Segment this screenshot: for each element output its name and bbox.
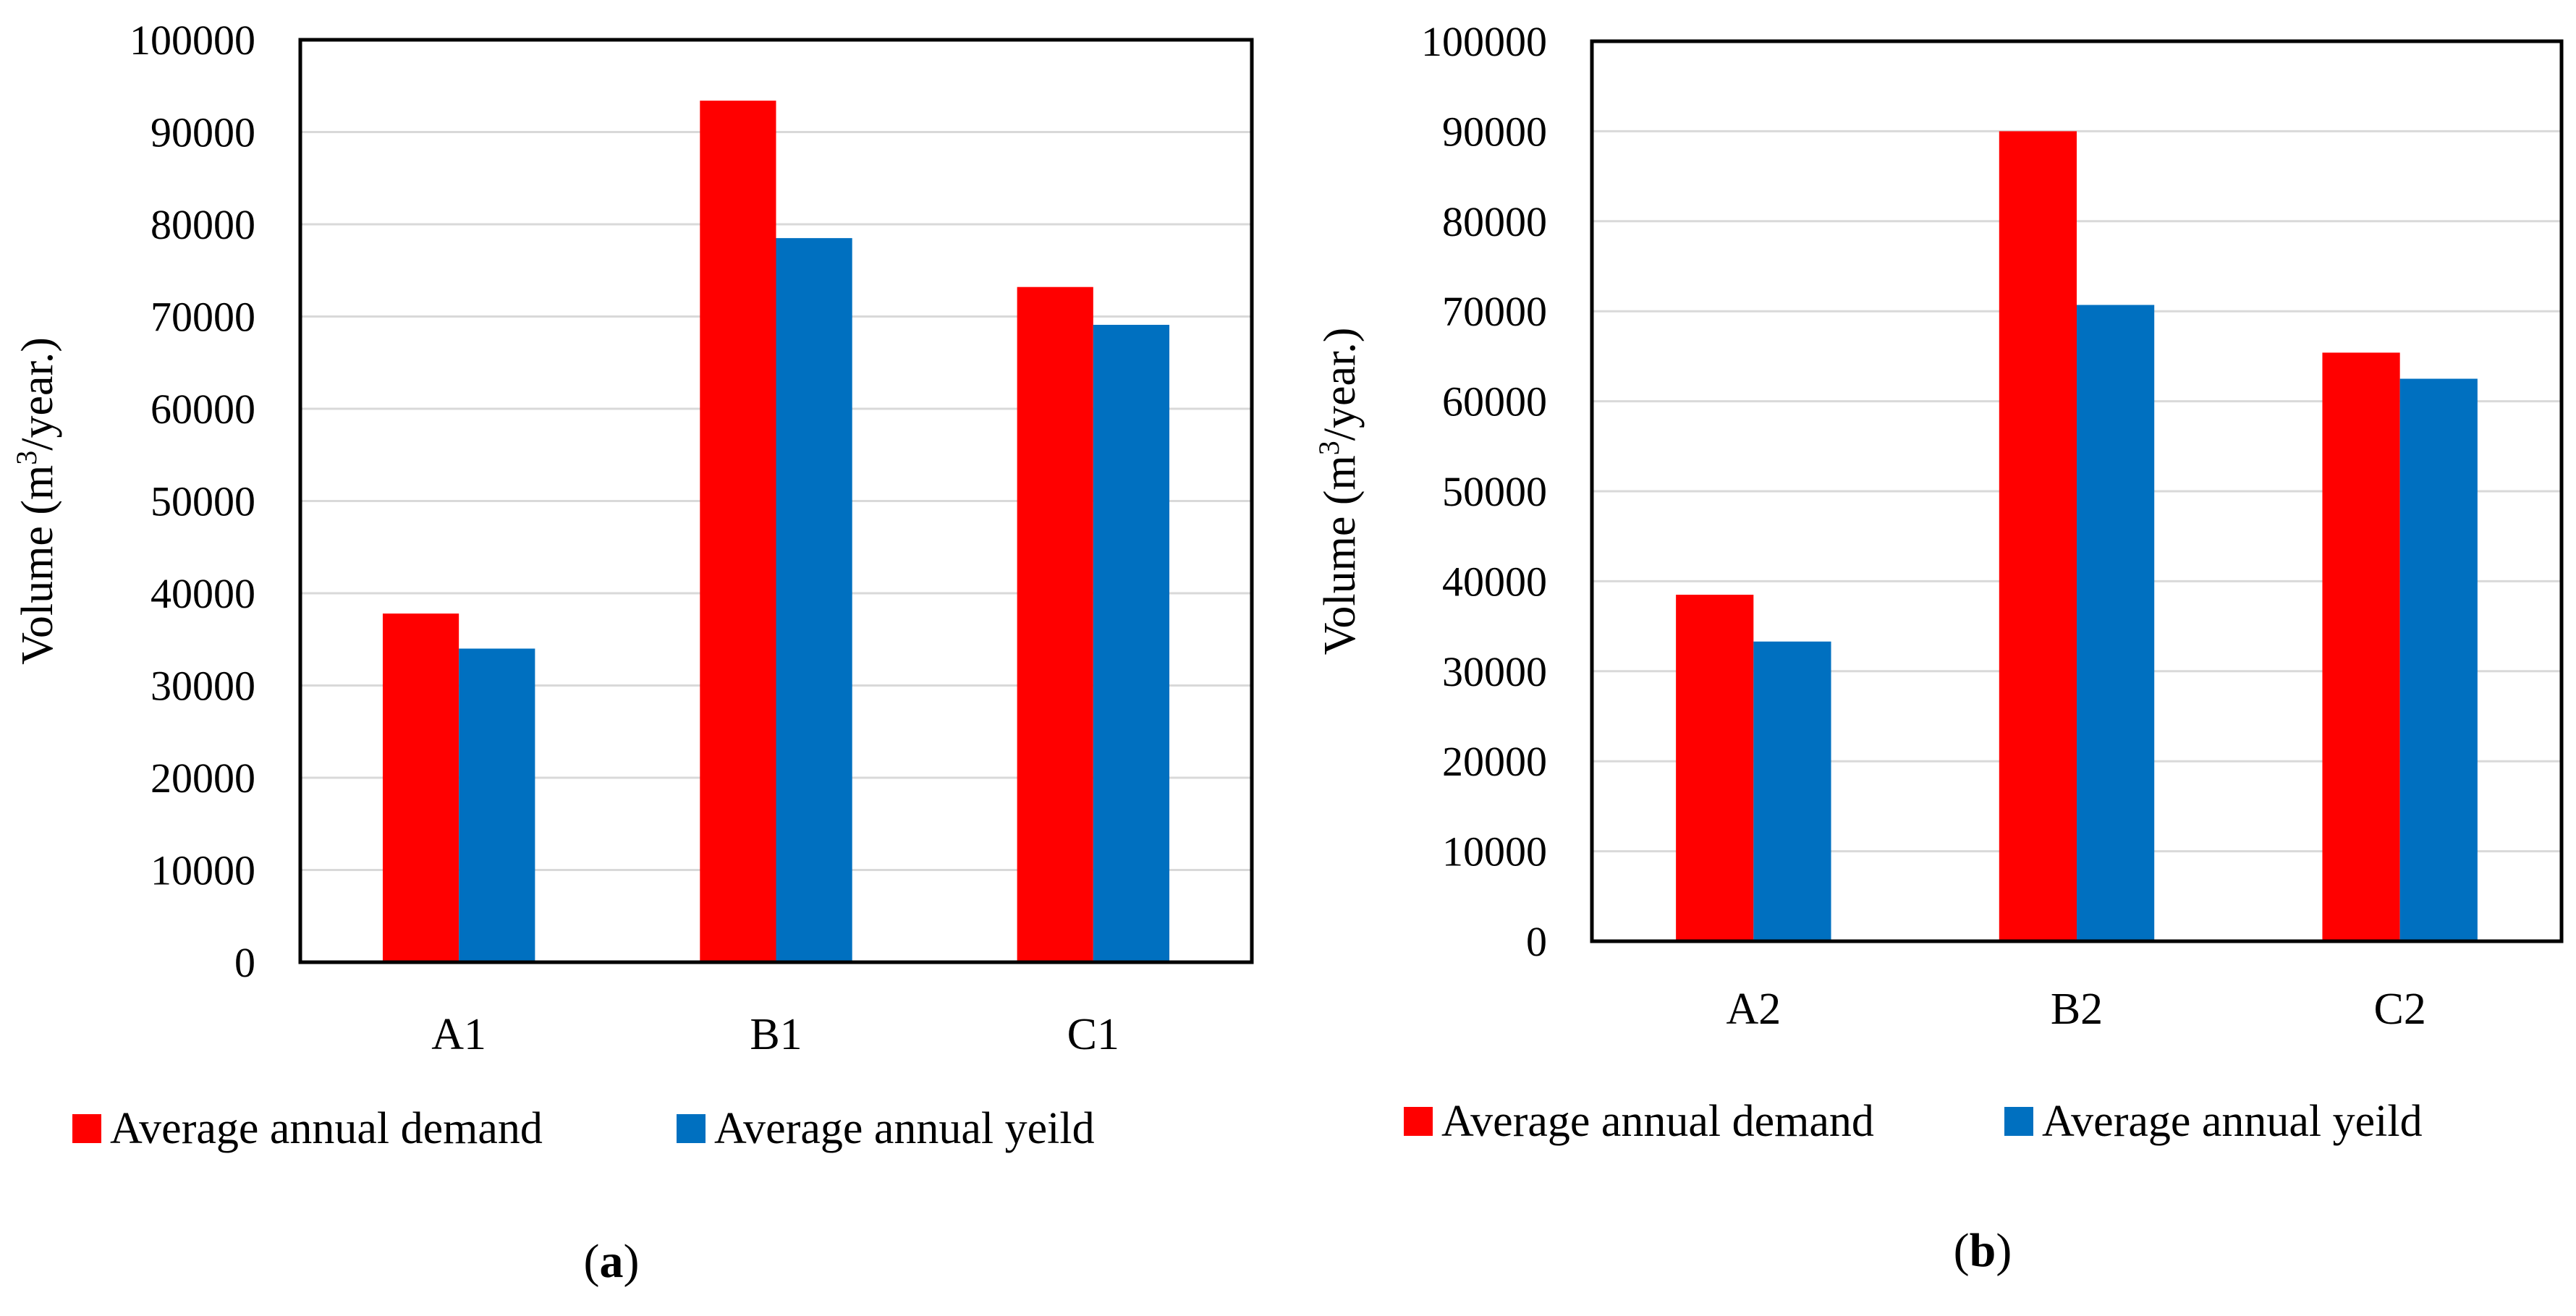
y-tick-label: 60000 (151, 386, 255, 433)
y-tick-label: 70000 (1442, 288, 1547, 335)
bar-demand-B2 (1999, 131, 2077, 941)
y-tick-label: 0 (234, 939, 255, 986)
y-tick-label: 50000 (1442, 468, 1547, 515)
x-tick-label: B2 (2051, 985, 2103, 1034)
legend-swatch-yield (677, 1114, 706, 1143)
panel-label: (a) (584, 1235, 640, 1288)
plot-area-border (298, 38, 1254, 964)
y-tick-label: 100000 (130, 17, 255, 64)
x-tick-label: C2 (2373, 985, 2425, 1034)
y-tick-label: 90000 (151, 109, 255, 156)
bar-yield-A2 (1753, 641, 1831, 941)
legend-label-demand: Average annual demand (1441, 1097, 1874, 1146)
bar-yield-B2 (2077, 305, 2155, 941)
y-tick-label: 90000 (1442, 108, 1547, 155)
x-tick-label: C1 (1067, 1010, 1119, 1059)
y-tick-label: 20000 (1442, 738, 1547, 785)
y-tick-label: 70000 (151, 294, 255, 341)
bar-yield-C1 (1093, 324, 1170, 963)
y-tick-label: 80000 (1442, 198, 1547, 245)
bar-demand-C1 (1017, 286, 1093, 962)
panel-label: (b) (1954, 1224, 2012, 1277)
plot-area-border (1590, 39, 2564, 943)
y-axis-label: Volume (m3/year.) (1313, 328, 1365, 655)
legend-label-demand: Average annual demand (110, 1104, 543, 1153)
y-tick-label: 20000 (151, 755, 255, 802)
y-tick-label: 30000 (1442, 648, 1547, 695)
legend-label-yield: Average annual yeild (2042, 1097, 2423, 1146)
legend-swatch-demand (72, 1114, 101, 1143)
bar-demand-A1 (382, 614, 459, 962)
chart-panel-a: A1 B1 C1 0 10000 20000 30000 40000 50000 60000 700… (10, 17, 1254, 1288)
y-axis-label: Volume (m3/year.) (10, 337, 62, 665)
y-tick-label: 30000 (151, 663, 255, 710)
bar-demand-B1 (700, 101, 776, 962)
bar-demand-A2 (1676, 595, 1754, 941)
x-tick-label: B1 (750, 1010, 802, 1059)
y-tick-label: 0 (1526, 918, 1547, 965)
bar-demand-C2 (2322, 352, 2400, 941)
y-tick-label: 50000 (151, 478, 255, 525)
legend-swatch-yield (2004, 1107, 2033, 1136)
y-tick-label: 100000 (1421, 18, 1547, 65)
y-tick-label: 60000 (1442, 378, 1547, 425)
legend-label-yield: Average annual yeild (714, 1104, 1095, 1153)
legend-swatch-demand (1404, 1107, 1433, 1136)
bar-yield-C2 (2399, 378, 2478, 941)
x-tick-label: A2 (1726, 985, 1781, 1034)
bar-yield-A1 (459, 648, 535, 962)
y-tick-label: 10000 (1442, 828, 1547, 875)
y-tick-label: 40000 (1442, 558, 1547, 605)
y-tick-label: 10000 (151, 847, 255, 894)
chart-panel-b: A2 B2 C2 0 10000 20000 30000 40000 50000 60000 700… (1313, 18, 2564, 1277)
x-tick-label: A1 (431, 1010, 486, 1059)
y-tick-label: 80000 (151, 201, 255, 248)
y-tick-label: 40000 (151, 570, 255, 617)
bar-yield-B1 (776, 238, 852, 962)
